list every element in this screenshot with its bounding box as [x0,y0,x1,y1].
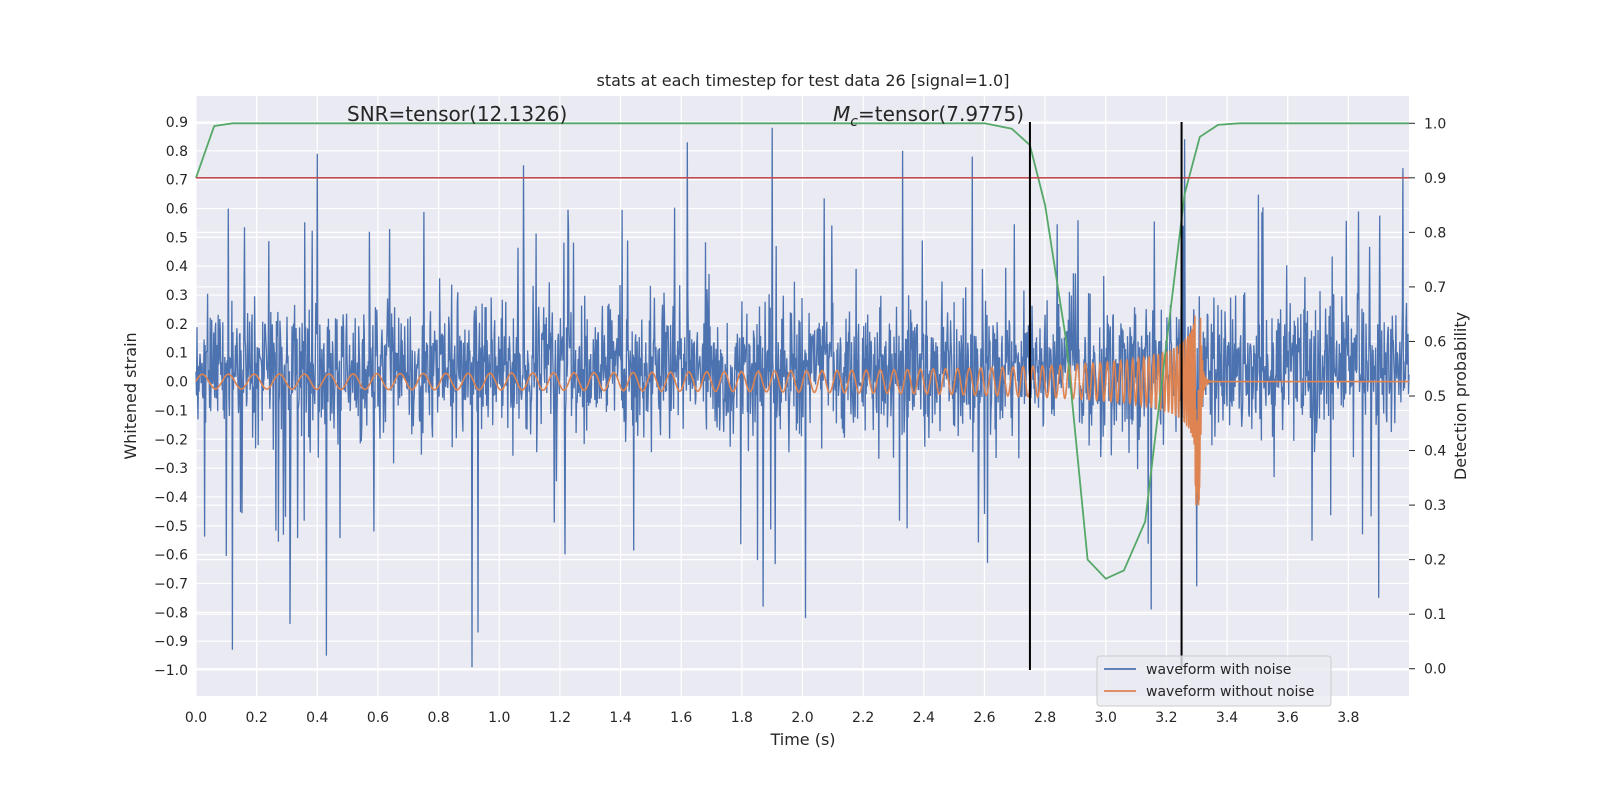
x-tick-label: 3.8 [1337,710,1359,726]
y-tick-label: 0.2 [166,317,188,333]
y-tick-label: −0.7 [154,577,188,593]
x-axis-label: Time (s) [769,730,835,749]
x-tick-label: 0.0 [185,710,207,726]
plot-area [195,96,1410,696]
y2-tick-label: 0.8 [1424,225,1446,241]
legend-label-noise: waveform with noise [1146,662,1291,678]
x-tick-label: 3.2 [1155,710,1177,726]
y-tick-label: −0.1 [154,403,188,419]
y2-axis-label: Detection probability [1451,312,1470,480]
chirp-mass-symbol: M [833,102,850,126]
legend-label-clean: waveform without noise [1146,684,1314,700]
x-tick-label: 2.6 [973,710,995,726]
y-axis-label: Whitened strain [121,332,140,459]
y-tick-label: −0.6 [154,548,188,564]
y2-tick-label: 0.0 [1424,662,1446,678]
y-tick-label: 0.5 [166,230,188,246]
waveform-with-noise-line [195,127,1410,668]
y-tick-label: 0.6 [166,202,188,218]
y-tick-label: −1.0 [154,663,188,679]
snr-annotation: SNR=tensor(12.1326) [347,102,567,126]
x-tick-label: 2.2 [852,710,874,726]
x-tick-labels: 0.0 0.2 0.4 0.6 0.8 1.0 1.2 1.4 1.6 1.8 2.0 2.2 2.4 2… [185,710,1360,726]
legend: waveform with noise waveform without noi… [1096,655,1332,707]
x-tick-label: 0.2 [246,710,268,726]
y2-tick-label: 0.5 [1424,389,1446,405]
y2-tick-label: 0.7 [1424,280,1446,296]
y2-tick-label: 0.2 [1424,553,1446,569]
y-tick-label: −0.3 [154,461,188,477]
y-tick-label: 0.4 [166,259,188,275]
y-tick-label: 0.7 [166,173,188,189]
y-tick-label: 0.1 [166,346,188,362]
legend-box [1096,655,1332,707]
y2-tick-label: 0.6 [1424,334,1446,350]
x-tick-label: 2.8 [1034,710,1056,726]
y2-tick-label: 0.3 [1424,498,1446,514]
y-tick-label: −0.2 [154,432,188,448]
x-tick-label: 0.6 [367,710,389,726]
x-tick-label: 2.0 [791,710,813,726]
x-tick-label: 0.4 [306,710,328,726]
x-tick-label: 1.2 [549,710,571,726]
series-waveform-with-noise [195,127,1410,668]
waveform-without-noise-line [195,315,1409,506]
chirp-mass-annotation: Mc=tensor(7.9775) [833,102,1024,130]
y-tick-label: 0.3 [166,288,188,304]
x-tick-label: 1.0 [488,710,510,726]
x-tick-label: 0.8 [427,710,449,726]
x-tick-label: 3.4 [1216,710,1238,726]
x-tick-label: 1.8 [731,710,753,726]
series-detection-probability [195,122,1409,580]
x-tick-label: 3.6 [1277,710,1299,726]
x-tick-label: 2.4 [913,710,935,726]
x-tick-label: 3.0 [1095,710,1117,726]
detection-probability-line [195,122,1409,580]
y2-tick-label: 0.4 [1424,444,1446,460]
y2-tick-labels: 1.0 0.9 0.8 0.7 0.6 0.5 0.4 0.3 0.2 0.1 0.0 [1409,116,1446,678]
y-tick-labels: 0.9 0.8 0.7 0.6 0.5 0.4 0.3 0.2 0.1 0.0 −0.1 −0.2 −0… [154,115,188,679]
vertical-markers [1028,121,1183,671]
chart-title: stats at each timestep for test data 26 … [597,71,1010,90]
y-tick-label: −0.8 [154,605,188,621]
y-tick-label: −0.9 [154,634,188,650]
y2-tick-label: 0.9 [1424,171,1446,187]
y-tick-label: 0.9 [166,115,188,131]
y2-tick-label: 1.0 [1424,116,1446,132]
y-tick-label: 0.0 [166,375,188,391]
chirp-mass-subscript: c [850,114,858,130]
chirp-mass-value: =tensor(7.9775) [858,102,1024,126]
y-tick-label: 0.8 [166,144,188,160]
y2-tick-label: 0.1 [1424,607,1446,623]
series-waveform-without-noise [195,315,1409,506]
x-tick-label: 1.4 [609,710,631,726]
y-tick-label: −0.4 [154,490,188,506]
x-tick-label: 1.6 [670,710,692,726]
y-tick-label: −0.5 [154,519,188,535]
